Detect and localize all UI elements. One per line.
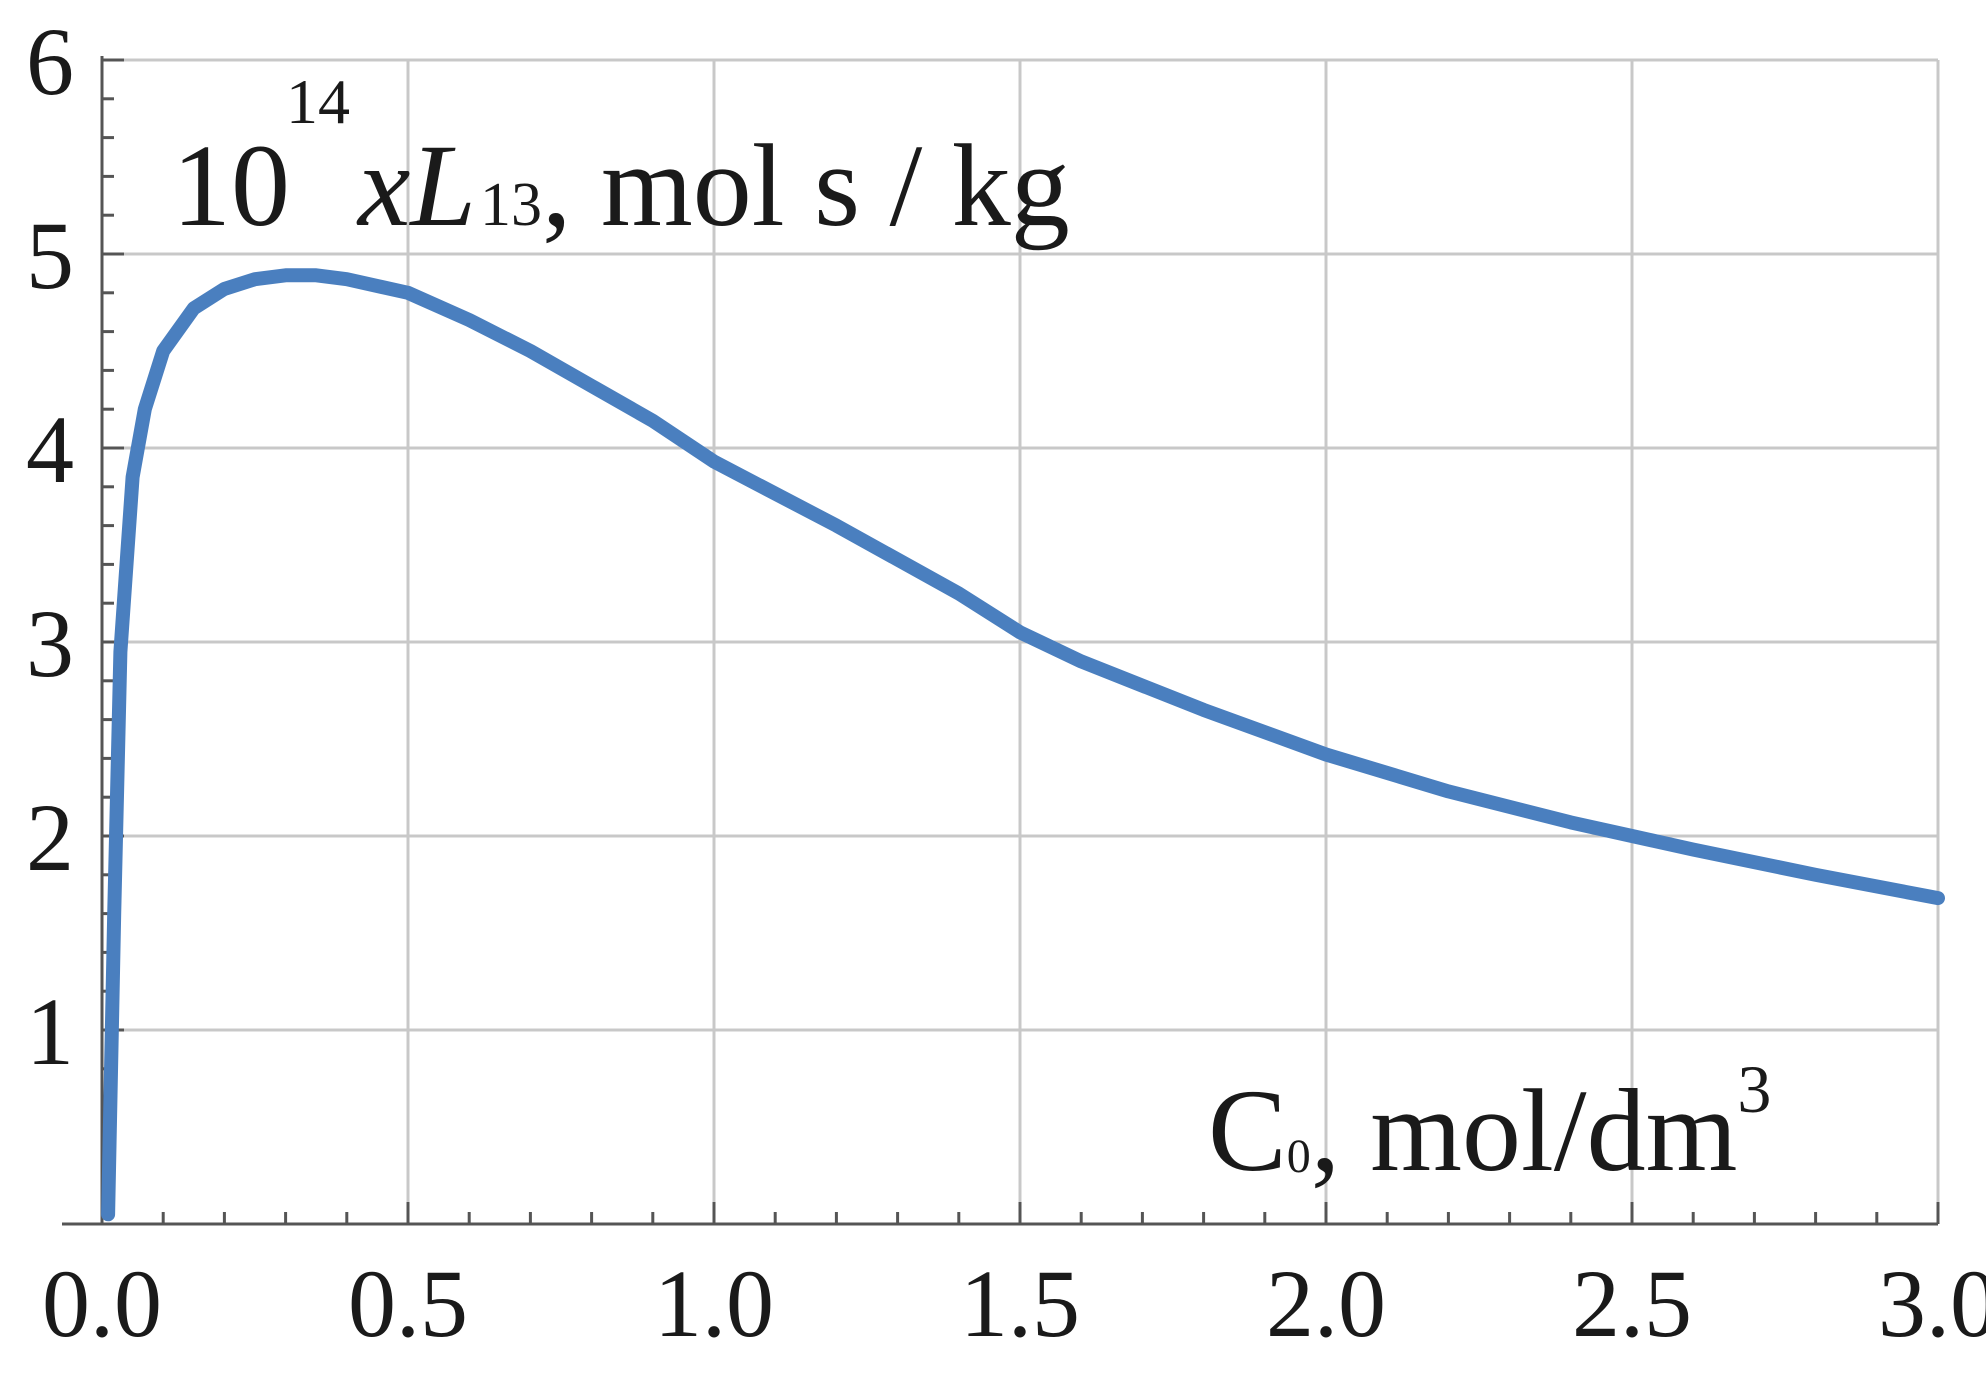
y-tick-label: 3 <box>26 590 74 697</box>
x-tick-label: 0.0 <box>42 1250 162 1357</box>
series-line <box>101 268 1945 1222</box>
y-quantity-exponent: 14 <box>286 66 350 137</box>
y-quantity-symbol: xL <box>356 120 476 251</box>
y-quantity-label: 1014xL13, mol s / kg <box>172 66 1070 251</box>
x-quantity-subscript: 0 <box>1287 1130 1311 1183</box>
x-quantity-symbol: C <box>1208 1065 1287 1196</box>
x-quantity-label: C0, mol/dm3 <box>1208 1051 1771 1196</box>
y-quantity-subscript: 13 <box>480 171 542 239</box>
x-quantity-unit: mol/dm <box>1370 1065 1737 1196</box>
y-tick-label: 2 <box>26 784 74 891</box>
x-tick-label: 1.5 <box>960 1250 1080 1357</box>
y-quantity-prefix: 10 <box>172 120 290 251</box>
y-tick-label: 6 <box>26 8 74 115</box>
y-tick-label: 4 <box>26 396 74 503</box>
x-tick-label: 3.0 <box>1878 1250 1986 1357</box>
y-tick-label: 5 <box>26 202 74 309</box>
x-tick-label: 2.0 <box>1266 1250 1386 1357</box>
x-tick-label: 1.0 <box>654 1250 774 1357</box>
grid-lines <box>102 58 1940 1224</box>
y-quantity-unit: , mol s / kg <box>542 120 1070 251</box>
x-quantity-exponent: 3 <box>1737 1051 1771 1127</box>
x-tick-label: 2.5 <box>1572 1250 1692 1357</box>
x-quantity-sep: , <box>1311 1065 1341 1196</box>
x-tick-label: 0.5 <box>348 1250 468 1357</box>
tick-labels: 0.0 0.5 1.0 1.5 2.0 2.5 3.0 1 2 3 4 5 6 <box>26 8 1986 1357</box>
y-tick-label: 1 <box>26 978 74 1085</box>
